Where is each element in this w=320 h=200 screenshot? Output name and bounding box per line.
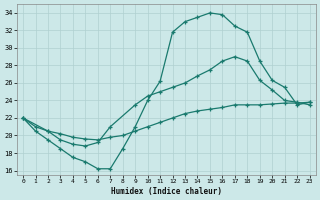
X-axis label: Humidex (Indice chaleur): Humidex (Indice chaleur) xyxy=(111,187,222,196)
